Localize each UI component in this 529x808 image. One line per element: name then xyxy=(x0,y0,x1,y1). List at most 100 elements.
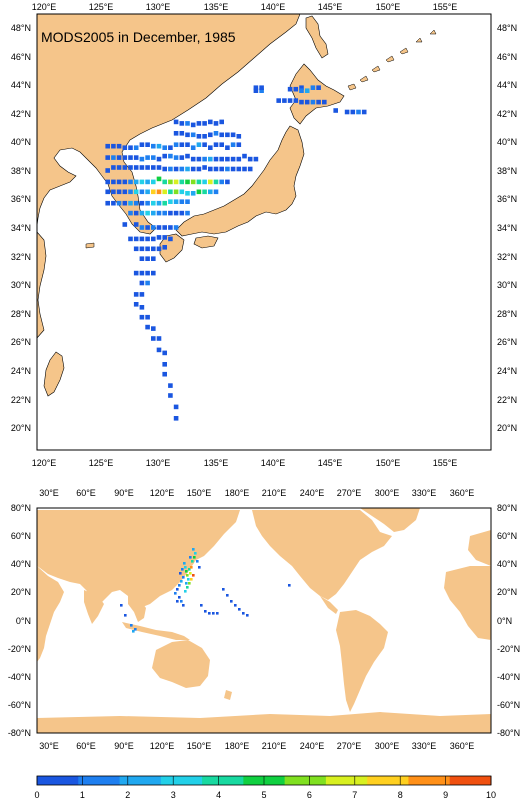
observation-cell xyxy=(173,119,179,125)
observation-cell xyxy=(242,166,247,172)
observation-cell xyxy=(246,614,249,617)
colorbar-swatch xyxy=(408,776,451,785)
observation-cell xyxy=(188,568,191,571)
lon-tick-label-top: 180°E xyxy=(225,488,250,498)
global-axis-ticks: 30°E 30°E 60°E 60°E 90°E 90°E 120°E 120°E 150°E 1… xyxy=(8,488,520,751)
lat-tick-label-right: 60°N xyxy=(497,531,517,541)
observation-cell xyxy=(213,156,219,162)
observation-cell xyxy=(204,610,207,613)
observation-cell xyxy=(183,562,186,565)
observation-cell xyxy=(185,582,188,585)
observation-cell xyxy=(139,165,145,170)
observation-cell xyxy=(122,155,128,160)
observation-cell xyxy=(151,179,156,185)
observation-cell xyxy=(299,85,304,90)
observation-cell xyxy=(156,235,162,240)
observation-cell xyxy=(226,594,229,597)
lat-tick-label-right: -80°N xyxy=(497,728,520,738)
lat-tick-label-right: 36°N xyxy=(497,194,517,204)
observation-cell xyxy=(236,166,242,172)
observation-cell xyxy=(156,165,162,170)
lat-tick-label-right: 48°N xyxy=(497,23,517,33)
lon-tick-label-top: 120°E xyxy=(32,2,57,12)
lon-tick-label-bottom: 135°E xyxy=(204,458,229,468)
observation-cell xyxy=(133,165,139,170)
observation-cell xyxy=(173,166,179,172)
observation-cell xyxy=(151,246,156,252)
observation-cell xyxy=(230,156,236,162)
observation-cell xyxy=(133,292,139,297)
observation-cell xyxy=(130,624,133,627)
lat-tick-label-left: 42°N xyxy=(11,109,31,119)
observation-cell xyxy=(322,99,327,105)
observation-cell xyxy=(105,155,110,160)
observation-cell xyxy=(236,156,242,162)
observation-cell xyxy=(259,85,264,90)
observation-cell xyxy=(185,153,190,159)
lon-tick-label-top: 145°E xyxy=(318,2,343,12)
observation-cell xyxy=(208,119,213,125)
observation-cell xyxy=(181,568,184,571)
observation-cell xyxy=(230,600,233,603)
observation-cell xyxy=(193,556,196,559)
observation-cell xyxy=(185,132,190,138)
lon-tick-label-bottom: 240°E xyxy=(300,741,325,751)
observation-cell xyxy=(213,131,219,136)
observation-cell xyxy=(212,612,215,615)
observation-cell xyxy=(179,155,185,160)
lon-tick-label-top: 60°E xyxy=(76,488,96,498)
observation-cell xyxy=(151,336,156,341)
observation-cell xyxy=(192,574,195,577)
observation-cell xyxy=(179,572,182,575)
observation-cell xyxy=(190,179,196,185)
lat-tick-label-right: 38°N xyxy=(497,166,517,176)
observation-cell xyxy=(151,270,156,276)
colorbar-label: 5 xyxy=(261,790,266,800)
observation-cell xyxy=(132,630,135,633)
observation-cell xyxy=(188,582,191,585)
lon-tick-label-bottom: 210°E xyxy=(262,741,287,751)
observation-cell xyxy=(162,235,167,240)
lon-tick-label-bottom: 330°E xyxy=(412,741,437,751)
lon-tick-label-bottom: 90°E xyxy=(114,741,134,751)
observation-cell xyxy=(174,592,177,595)
observation-cell xyxy=(190,191,196,196)
observation-cell xyxy=(238,608,241,611)
observation-cell xyxy=(145,246,150,252)
lon-tick-label-top: 240°E xyxy=(300,488,325,498)
lat-tick-label-left: 28°N xyxy=(11,309,31,319)
observation-cell xyxy=(105,200,110,206)
observation-cell xyxy=(225,145,230,150)
observation-cell xyxy=(242,153,247,159)
observation-cell xyxy=(139,189,145,195)
observation-cell xyxy=(168,225,173,230)
observation-cell xyxy=(168,189,173,195)
lat-tick-label-right: 34°N xyxy=(497,223,517,233)
observation-cell xyxy=(134,628,137,631)
lat-tick-label-left: 20°N xyxy=(11,587,31,597)
observation-cell xyxy=(310,85,316,90)
lat-tick-label-left: 48°N xyxy=(11,23,31,33)
lat-tick-label-left: 46°N xyxy=(11,52,31,62)
observation-cell xyxy=(202,156,207,162)
observation-cell xyxy=(196,560,199,563)
colorbar-label: 3 xyxy=(171,790,176,800)
colorbar-swatch xyxy=(367,776,409,785)
observation-cell xyxy=(122,189,128,195)
lat-tick-label-left: 40°N xyxy=(11,559,31,569)
lat-tick-label-left: 60°N xyxy=(11,531,31,541)
observation-cell xyxy=(176,600,179,603)
observation-cell xyxy=(145,142,150,147)
observation-cell xyxy=(247,166,253,172)
observation-cell xyxy=(253,88,259,93)
observation-cell xyxy=(139,305,145,310)
lat-tick-label-left: -40°N xyxy=(8,672,31,682)
lon-tick-label-top: 125°E xyxy=(89,2,114,12)
observation-cell xyxy=(105,168,110,173)
colorbar-label: 6 xyxy=(307,790,312,800)
observation-cell xyxy=(145,165,150,170)
observation-cell xyxy=(111,179,116,185)
observation-cell xyxy=(179,166,185,172)
observation-cell xyxy=(173,210,179,216)
observation-cell xyxy=(176,588,179,591)
